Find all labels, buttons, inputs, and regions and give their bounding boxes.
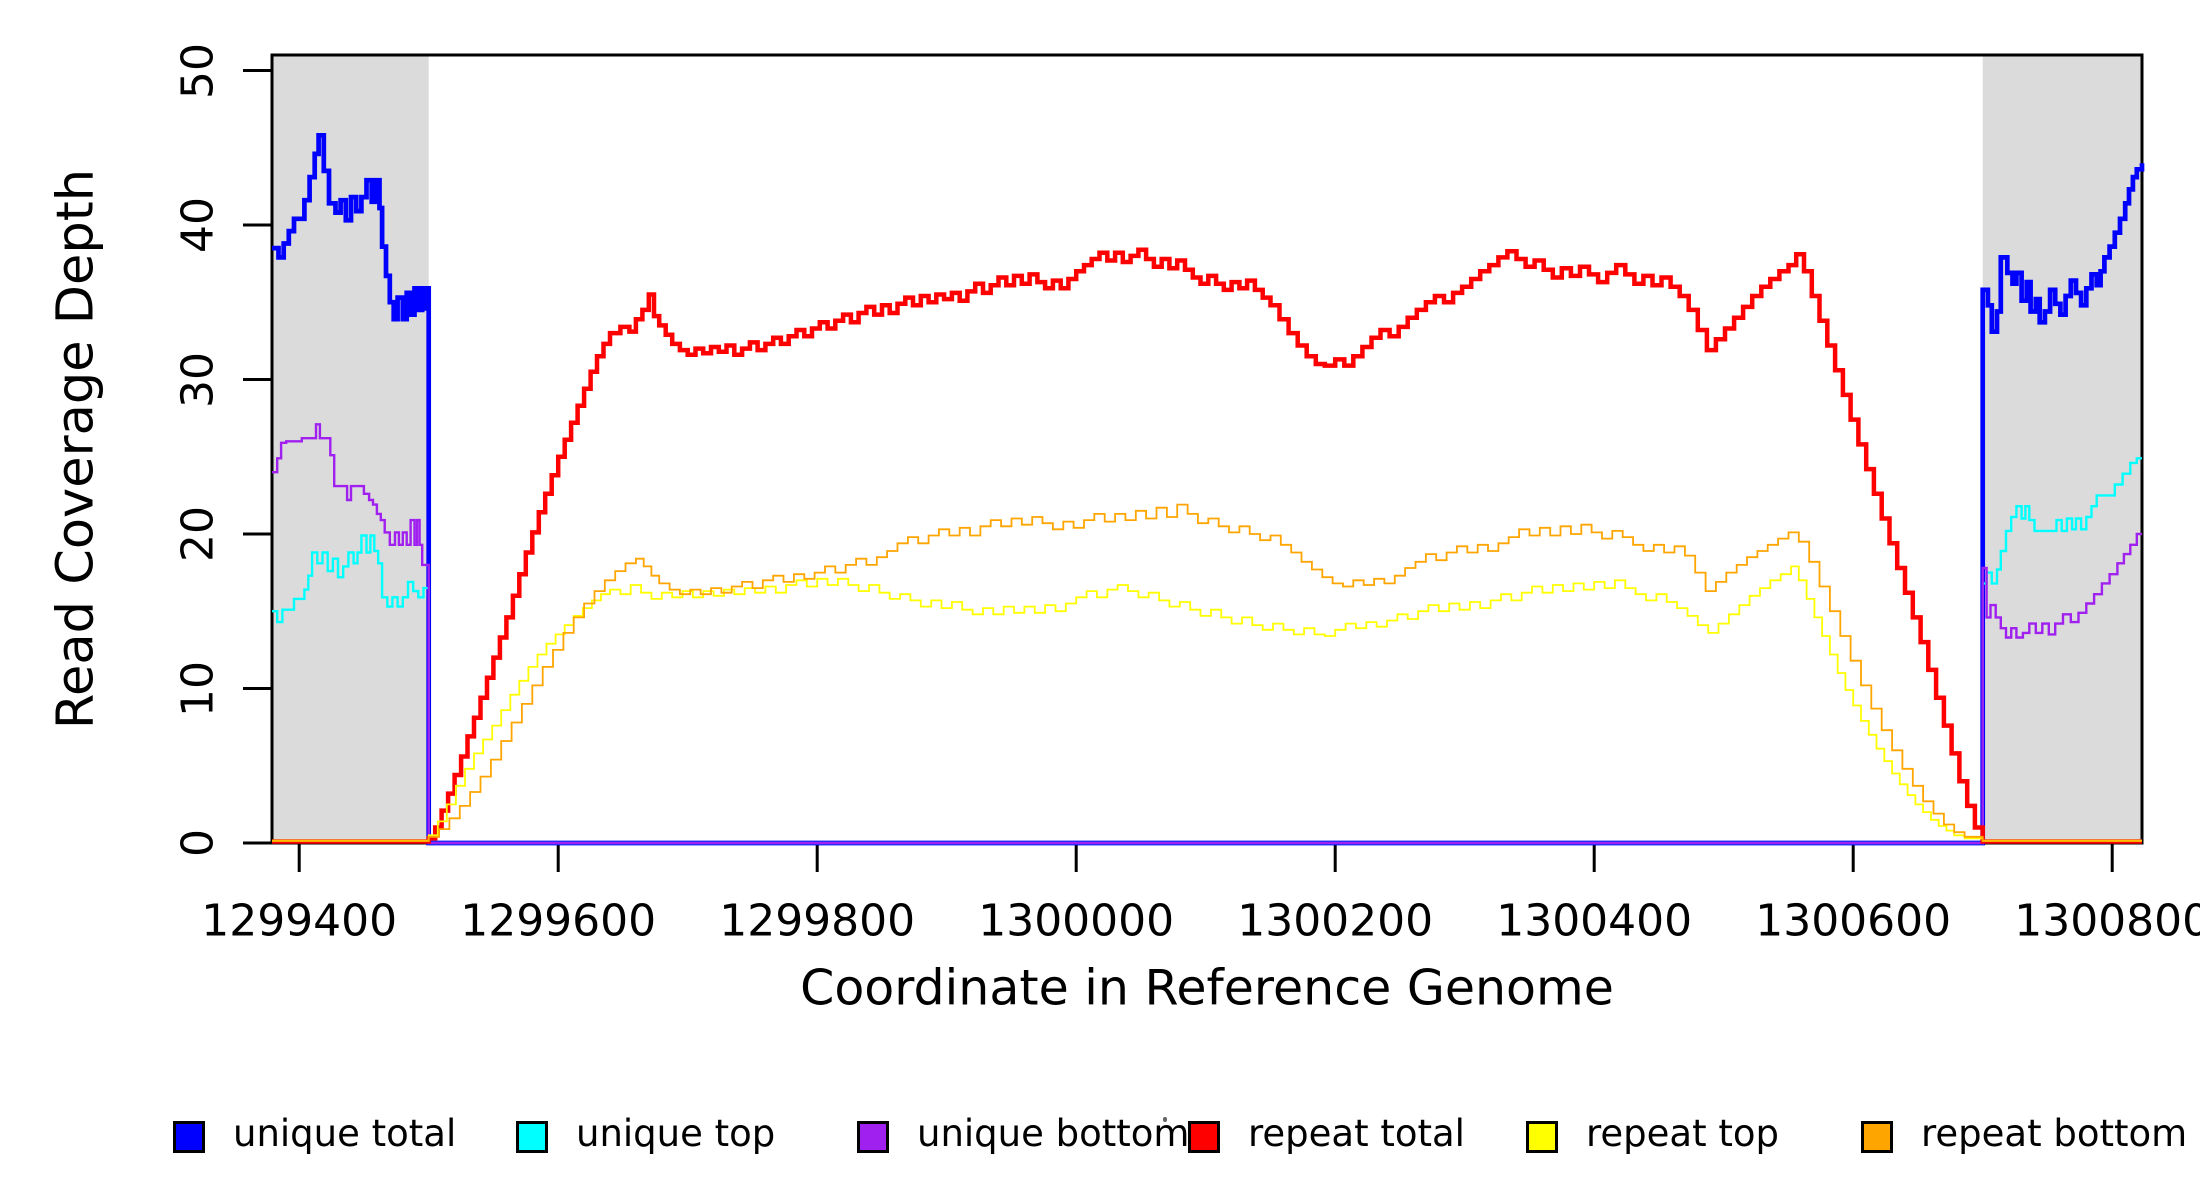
y-tick-label: 10 [172,660,224,717]
y-tick-label: 40 [172,197,224,253]
stray-mark [1163,1117,1167,1122]
x-tick-label: 1299600 [460,895,657,947]
legend-swatch-unique-total [173,1121,205,1153]
plot-box [270,53,2144,845]
legend-swatch-unique-top [516,1121,548,1153]
y-axis-title: Read Coverage Depth [46,168,106,730]
legend-swatch-repeat-top [1526,1121,1558,1153]
legend-swatch-repeat-bottom [1861,1121,1893,1153]
x-axis-title: Coordinate in Reference Genome [800,959,1614,1017]
legend-swatch-unique-bottom [857,1121,889,1153]
y-tick-label: 50 [172,42,224,99]
x-tick-label: 1299400 [201,895,398,947]
y-tick-label: 20 [172,506,224,562]
series-repeat-top [272,565,2142,842]
series-repeat-bottom [272,503,2142,842]
series-unique-bottom [272,423,2142,845]
legend-label-unique-top: unique top [576,1112,776,1155]
y-tick-label: 30 [172,351,224,408]
highlight-region-left-flank [272,55,429,843]
series-repeat-total [272,247,2142,844]
y-tick-label: 0 [172,829,224,857]
x-tick-label: 1300400 [1496,895,1693,947]
legend-label-repeat-bottom: repeat bottom [1921,1112,2188,1155]
x-tick-label: 1300200 [1237,895,1434,947]
x-tick-label: 1300000 [978,895,1175,947]
legend-label-repeat-top: repeat top [1586,1112,1779,1155]
x-tick-label: 1300800 [2014,895,2200,947]
highlight-region-right-flank [1982,55,2142,843]
x-tick-label: 1300600 [1755,895,1952,947]
legend-swatch-repeat-total [1188,1121,1220,1153]
legend-label-unique-bottom: unique bottom [917,1112,1190,1155]
legend-label-repeat-total: repeat total [1248,1112,1465,1155]
series-unique-top [272,457,2142,845]
legend-label-unique-total: unique total [233,1112,457,1155]
x-tick-label: 1299800 [719,895,916,947]
